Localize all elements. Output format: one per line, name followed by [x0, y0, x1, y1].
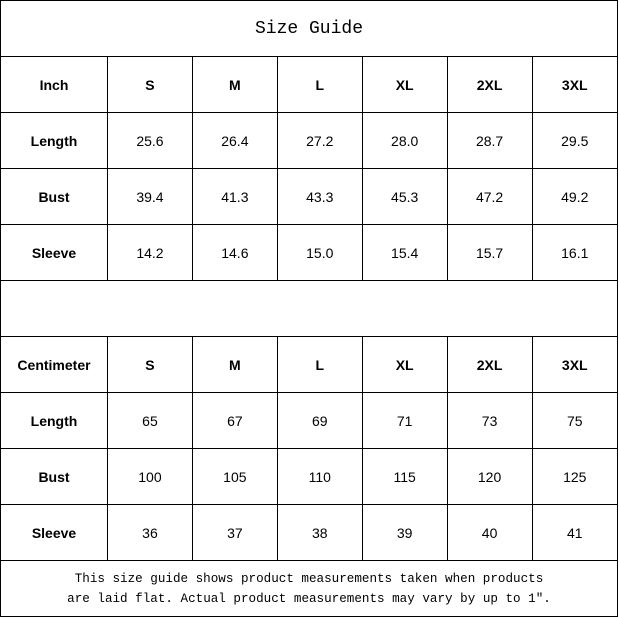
- measurement-cell: 105: [191, 448, 278, 505]
- size-header: XL: [361, 57, 448, 113]
- row-label: Length: [1, 392, 108, 449]
- measurement-cell: 16.1: [531, 224, 617, 281]
- footer-line-1: This size guide shows product measuremen…: [74, 572, 544, 586]
- size-header: 2XL: [446, 57, 533, 113]
- unit-header: Centimeter: [1, 336, 108, 393]
- inch-header-row: Inch S M L XL 2XL 3XL: [1, 57, 617, 113]
- measurement-cell: 14.6: [191, 224, 278, 281]
- size-header: S: [107, 57, 193, 113]
- row-label: Length: [1, 112, 108, 169]
- size-header: M: [191, 336, 278, 393]
- measurement-cell: 45.3: [361, 168, 448, 225]
- measurement-cell: 39.4: [107, 168, 193, 225]
- size-table: Inch S M L XL 2XL 3XL Length 25.6 26.4 27.2 28.0 28.…: [1, 57, 617, 561]
- table-row: Length 65 67 69 71 73 75: [1, 392, 617, 449]
- measurement-cell: 25.6: [107, 112, 193, 169]
- size-header: L: [276, 57, 363, 113]
- measurement-cell: 73: [446, 392, 533, 449]
- size-header: S: [107, 336, 193, 393]
- measurement-cell: 69: [276, 392, 363, 449]
- measurement-cell: 43.3: [276, 168, 363, 225]
- size-header: 3XL: [531, 336, 617, 393]
- measurement-cell: 71: [361, 392, 448, 449]
- measurement-cell: 65: [107, 392, 193, 449]
- measurement-cell: 47.2: [446, 168, 533, 225]
- measurement-cell: 40: [446, 504, 533, 561]
- measurement-cell: 28.7: [446, 112, 533, 169]
- measurement-cell: 15.7: [446, 224, 533, 281]
- unit-header: Inch: [1, 57, 108, 113]
- measurement-cell: 41.3: [191, 168, 278, 225]
- table-row: Length 25.6 26.4 27.2 28.0 28.7 29.5: [1, 112, 617, 169]
- measurement-cell: 27.2: [276, 112, 363, 169]
- table-row: Bust 39.4 41.3 43.3 45.3 47.2 49.2: [1, 168, 617, 225]
- spacer-row: [1, 280, 617, 337]
- measurement-cell: 110: [276, 448, 363, 505]
- measurement-cell: 67: [191, 392, 278, 449]
- row-label: Sleeve: [1, 504, 108, 561]
- measurement-cell: 120: [446, 448, 533, 505]
- footer-line-2: are laid flat. Actual product measuremen…: [67, 592, 551, 606]
- size-header: L: [276, 336, 363, 393]
- table-row: Sleeve 14.2 14.6 15.0 15.4 15.7 16.1: [1, 224, 617, 281]
- footer-note: This size guide shows product measuremen…: [1, 561, 617, 617]
- size-header: M: [191, 57, 278, 113]
- measurement-cell: 15.0: [276, 224, 363, 281]
- measurement-cell: 26.4: [191, 112, 278, 169]
- measurement-cell: 125: [531, 448, 617, 505]
- page-title: Size Guide: [1, 1, 617, 57]
- spacer-cell: [1, 280, 617, 337]
- measurement-cell: 37: [191, 504, 278, 561]
- row-label: Bust: [1, 448, 108, 505]
- measurement-cell: 49.2: [531, 168, 617, 225]
- size-header: 3XL: [531, 57, 617, 113]
- measurement-cell: 14.2: [107, 224, 193, 281]
- measurement-cell: 15.4: [361, 224, 448, 281]
- measurement-cell: 36: [107, 504, 193, 561]
- measurement-cell: 115: [361, 448, 448, 505]
- size-header: 2XL: [446, 336, 533, 393]
- row-label: Bust: [1, 168, 108, 225]
- size-header: XL: [361, 336, 448, 393]
- table-row: Bust 100 105 110 115 120 125: [1, 448, 617, 505]
- measurement-cell: 100: [107, 448, 193, 505]
- measurement-cell: 38: [276, 504, 363, 561]
- measurement-cell: 29.5: [531, 112, 617, 169]
- measurement-cell: 28.0: [361, 112, 448, 169]
- row-label: Sleeve: [1, 224, 108, 281]
- table-row: Sleeve 36 37 38 39 40 41: [1, 504, 617, 561]
- measurement-cell: 41: [531, 504, 617, 561]
- measurement-cell: 39: [361, 504, 448, 561]
- measurement-cell: 75: [531, 392, 617, 449]
- centimeter-header-row: Centimeter S M L XL 2XL 3XL: [1, 336, 617, 393]
